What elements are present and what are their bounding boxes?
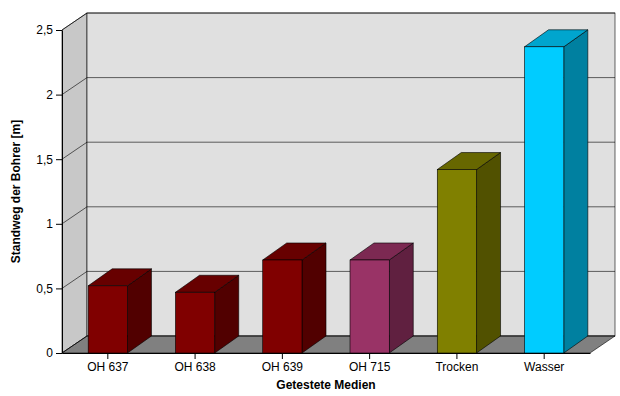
y-tick-label: 0 — [46, 346, 53, 360]
y-tick-mark — [56, 159, 62, 160]
bar-front — [525, 47, 564, 353]
bar — [525, 30, 588, 353]
x-tick: OH 637 — [87, 353, 129, 374]
bar-front — [437, 170, 476, 353]
bar — [175, 275, 238, 353]
x-tick-label: OH 715 — [349, 360, 391, 374]
y-tick-mark — [56, 30, 62, 31]
x-tick: Wasser — [524, 353, 564, 374]
bar-top — [175, 275, 238, 292]
y-tick: 2,5 — [36, 23, 62, 37]
bar — [88, 269, 151, 353]
x-tick-mark — [544, 353, 545, 359]
y-tick-label: 1 — [46, 217, 53, 231]
bar-front — [175, 292, 214, 353]
x-tick: OH 639 — [262, 353, 304, 374]
x-tick-mark — [107, 353, 108, 359]
x-tick-mark — [195, 353, 196, 359]
y-tick-mark — [56, 95, 62, 96]
x-tick-mark — [456, 353, 457, 359]
bar-side — [564, 30, 588, 353]
bar-side — [389, 243, 413, 353]
bar-top — [350, 243, 413, 260]
y-axis-title: Standweg der Bohrer [m] — [9, 120, 23, 263]
x-tick: OH 715 — [349, 353, 391, 374]
bar-front — [263, 260, 302, 353]
bar — [437, 153, 500, 353]
y-tick-mark — [56, 288, 62, 289]
x-tick: Trocken — [435, 353, 478, 374]
y-tick-label: 1,5 — [36, 153, 53, 167]
y-tick-label: 0,5 — [36, 282, 53, 296]
bars — [88, 30, 588, 353]
grid — [62, 13, 615, 353]
bar-side — [302, 243, 326, 353]
x-axis-line — [63, 353, 591, 354]
bar-top — [88, 269, 151, 286]
x-tick: OH 638 — [174, 353, 216, 374]
x-tick-label: OH 639 — [262, 360, 304, 374]
y-tick-label: 2,5 — [36, 23, 53, 37]
y-axis-line — [62, 31, 63, 354]
y-tick: 2 — [46, 88, 62, 102]
chart: 0 0,5 1 1,5 2 2,5 OH 637 OH 638 OH 639 OH 715 Troc… — [0, 0, 620, 396]
x-tick-label: Trocken — [435, 360, 478, 374]
bar-top — [525, 30, 588, 47]
y-tick-label: 2 — [46, 88, 53, 102]
x-tick-mark — [282, 353, 283, 359]
bar-top — [263, 243, 326, 260]
bar-top — [437, 153, 500, 170]
x-tick-label: OH 637 — [87, 360, 129, 374]
x-tick-mark — [369, 353, 370, 359]
y-tick: 0 — [46, 346, 62, 360]
y-tick-mark — [56, 224, 62, 225]
walls — [62, 13, 615, 353]
bar-side — [477, 153, 501, 353]
grid-line — [62, 13, 615, 30]
x-axis: OH 637 OH 638 OH 639 OH 715 Trocken Wasser — [63, 353, 591, 374]
x-axis-title: Getestete Medien — [276, 378, 375, 392]
y-tick-mark — [56, 353, 62, 354]
side-wall — [62, 13, 87, 353]
x-tick-label: Wasser — [524, 360, 564, 374]
y-tick: 0,5 — [36, 282, 62, 296]
bar — [350, 243, 413, 353]
y-axis: 0 0,5 1 1,5 2 2,5 — [36, 23, 62, 360]
y-tick: 1,5 — [36, 153, 62, 167]
bar-front — [350, 260, 389, 353]
x-tick-label: OH 638 — [174, 360, 216, 374]
y-tick: 1 — [46, 217, 62, 231]
bar-front — [88, 286, 127, 353]
bar — [263, 243, 326, 353]
